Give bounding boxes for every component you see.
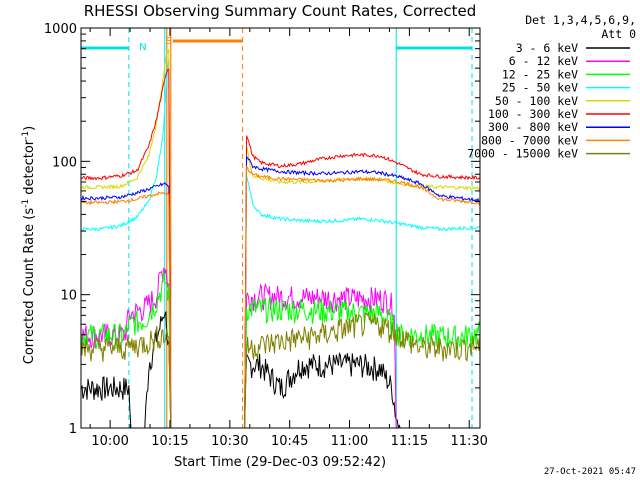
y-tick-label: 1000 <box>44 22 77 37</box>
legend-label: 3 - 6 keV <box>516 41 578 55</box>
y-tick-label: 100 <box>52 155 77 170</box>
legend-header: Det 1,3,4,5,6,9, <box>525 13 636 27</box>
legend-label: 25 - 50 keV <box>502 81 578 95</box>
x-axis-label: Start Time (29-Dec-03 09:52:42) <box>174 455 386 470</box>
series-line-8 <box>80 311 481 429</box>
x-tick-label: 11:30 <box>450 434 487 449</box>
x-tick-label: 11:15 <box>391 434 428 449</box>
legend-label: 50 - 100 keV <box>495 94 578 108</box>
series-line-6 <box>80 155 481 429</box>
legend-label: 7000 - 15000 keV <box>467 147 578 161</box>
x-tick-label: 10:30 <box>211 434 248 449</box>
timestamp: 27-Oct-2021 05:47 <box>544 467 636 477</box>
series-layer <box>80 48 481 429</box>
chart-title: RHESSI Observing Summary Count Rates, Co… <box>84 2 477 20</box>
x-tick-label: 10:45 <box>271 434 308 449</box>
x-tick-label: 11:00 <box>331 434 368 449</box>
legend-label: 100 - 300 keV <box>488 107 578 121</box>
series-line-3 <box>80 58 481 429</box>
instrument-annotations: NS <box>80 28 473 428</box>
plot-frame <box>80 27 481 429</box>
y-axis-label: Corrected Count Rate (s-1 detector-1) <box>21 126 37 364</box>
series-line-4 <box>80 48 481 429</box>
series-line-7 <box>80 165 481 429</box>
axes: 10:00 10:15 10:30 10:45 11:00 11:15 11:30 1 10 10… <box>44 22 488 449</box>
x-tick-label: 10:00 <box>91 434 128 449</box>
series-line-2 <box>80 271 481 429</box>
legend-label: 12 - 25 keV <box>502 67 578 81</box>
y-tick-label: 10 <box>60 289 77 304</box>
legend-attenuator: Att 0 <box>601 27 636 41</box>
legend-label: 6 - 12 keV <box>509 54 578 68</box>
series-line-5 <box>80 68 481 429</box>
legend-label: 800 - 7000 keV <box>481 133 578 147</box>
y-tick-label: 1 <box>69 422 77 437</box>
saa-label: S <box>166 36 172 47</box>
night-label: N <box>139 42 146 53</box>
series-line-0 <box>80 311 480 429</box>
x-tick-label: 10:15 <box>151 434 188 449</box>
legend-label: 300 - 800 keV <box>488 120 578 134</box>
